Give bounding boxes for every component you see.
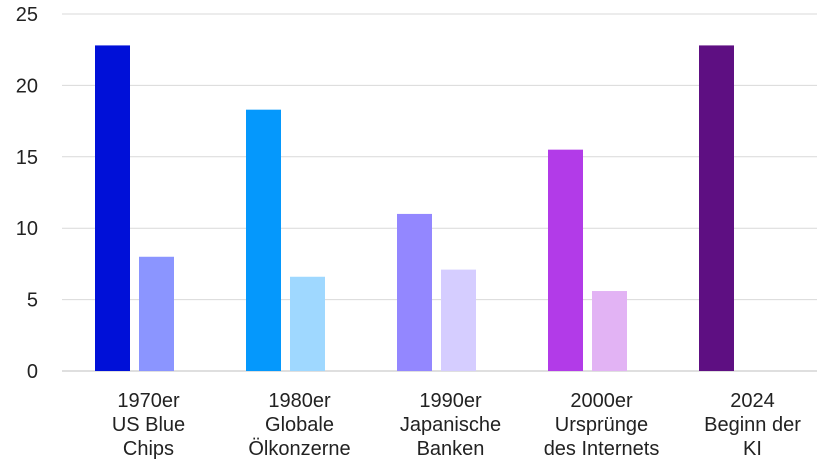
x-category-label: 1980er Globale Ölkonzerne <box>248 390 350 460</box>
bars <box>95 45 734 372</box>
y-tick-label: 5 <box>27 290 38 312</box>
y-axis-ticks: 0 5 10 15 20 25 <box>16 4 38 383</box>
x-category-label: 1970er US Blue Chips <box>112 390 185 460</box>
bar-secondary-2 <box>441 269 476 371</box>
x-category-label: 2000er Ursprünge des Internets <box>544 390 660 460</box>
y-tick-label: 15 <box>16 147 38 169</box>
bar-secondary-3 <box>592 291 627 371</box>
bar-secondary-0 <box>139 256 174 371</box>
bar-secondary-1 <box>290 276 325 371</box>
x-category-label: 1990er Japanische Banken <box>400 390 501 460</box>
gridlines <box>62 13 817 372</box>
y-tick-label: 25 <box>16 4 38 26</box>
x-category-label: 2024 Beginn der KI <box>704 390 801 460</box>
y-tick-label: 20 <box>16 75 38 97</box>
y-tick-label: 10 <box>16 218 38 240</box>
y-tick-label: 0 <box>27 361 38 383</box>
bar-primary-1 <box>246 109 281 372</box>
x-axis-labels: 1970er US Blue Chips 1980er Globale Ölkonzern… <box>112 390 801 460</box>
bar-primary-2 <box>397 213 432 371</box>
bar-primary-3 <box>548 149 583 371</box>
bar-primary-4 <box>699 45 734 371</box>
bar-primary-0 <box>95 45 130 371</box>
